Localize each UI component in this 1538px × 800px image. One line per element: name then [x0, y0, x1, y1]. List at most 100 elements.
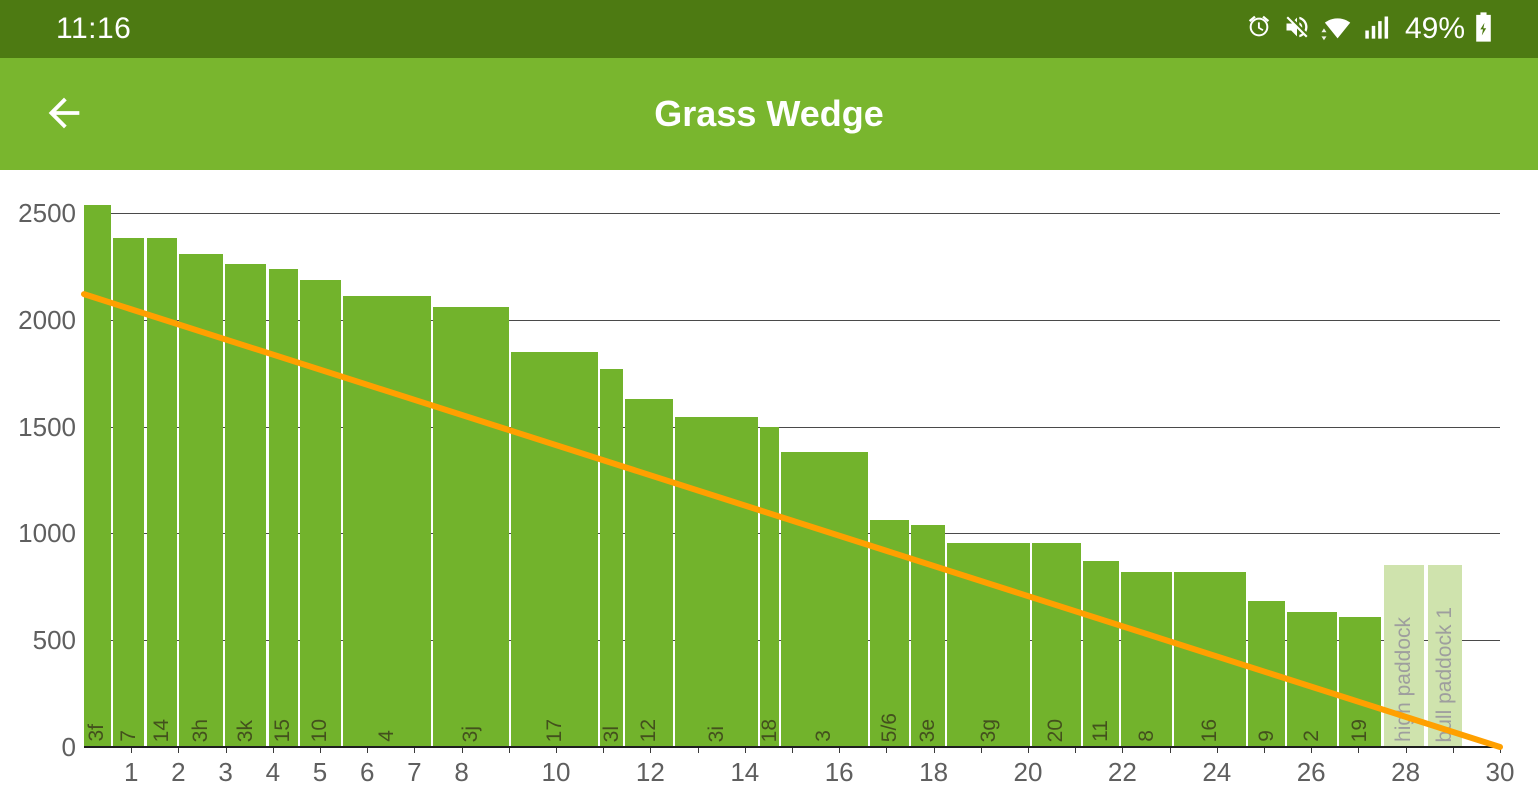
x-axis-label: 4	[265, 757, 281, 787]
bar-3f[interactable]: 3f	[84, 204, 111, 747]
bar-label: 3g	[976, 718, 1000, 742]
bar-label: high paddock	[1392, 617, 1416, 742]
x-axis-tick	[603, 748, 605, 753]
x-axis-label: 20	[1013, 757, 1043, 787]
x-axis-tick	[1311, 748, 1313, 753]
bar-3j[interactable]: 3j	[433, 307, 509, 747]
x-axis-label: 26	[1296, 757, 1326, 787]
gridline	[84, 213, 1500, 214]
bar-label: 19	[1347, 718, 1371, 742]
x-axis-tick	[320, 748, 321, 753]
alarm-icon	[1245, 13, 1273, 46]
x-axis-tick	[1028, 748, 1029, 753]
bar-20[interactable]: 20	[1032, 543, 1081, 747]
bar-19[interactable]: 19	[1339, 616, 1381, 747]
bar-11[interactable]: 11	[1083, 561, 1119, 747]
bar-12[interactable]: 12	[625, 398, 674, 747]
x-axis-tick	[980, 748, 982, 753]
x-axis-tick	[131, 748, 133, 753]
y-axis-label: 0	[61, 732, 76, 762]
bar-16[interactable]: 16	[1174, 571, 1246, 747]
x-axis-label: 6	[359, 757, 375, 787]
bar-label: bull paddock 1	[1433, 606, 1457, 742]
x-axis-tick	[1405, 748, 1407, 753]
bar-3e[interactable]: 3e	[911, 524, 945, 747]
x-axis-tick	[461, 748, 463, 753]
x-axis-label: 18	[919, 757, 949, 787]
bar-9[interactable]: 9	[1248, 600, 1285, 747]
x-axis-label: 8	[454, 757, 469, 787]
x-axis-tick	[792, 748, 793, 753]
bar-5/6[interactable]: 5/6	[870, 519, 910, 747]
x-axis-tick	[178, 748, 180, 753]
y-axis-label: 1500	[18, 411, 76, 442]
x-axis-tick	[839, 748, 841, 753]
bar-label: 3h	[188, 718, 212, 742]
x-axis-label: 16	[824, 757, 854, 787]
x-axis-label: 3	[218, 757, 233, 787]
bar-3l[interactable]: 3l	[600, 368, 624, 747]
x-axis-tick	[1358, 748, 1360, 753]
bar-10[interactable]: 10	[300, 280, 341, 747]
x-axis-tick	[556, 748, 557, 753]
x-axis-tick	[650, 748, 652, 753]
app-bar: Grass Wedge	[0, 58, 1538, 170]
y-axis-label: 2000	[18, 304, 76, 335]
bar-14[interactable]: 14	[146, 237, 177, 747]
grass-wedge-chart: 0 500 1000 1500 2000 2500 3f 7 14 3h 3k 15 10 4 3j 17 3l…	[0, 170, 1538, 800]
bar-3[interactable]: 3	[781, 452, 868, 747]
x-axis-tick	[933, 748, 935, 753]
bar-label: 3k	[233, 719, 257, 742]
bar-3h[interactable]: 3h	[179, 253, 223, 747]
bar-label: 10	[308, 718, 332, 742]
bar-label: 3f	[85, 724, 109, 742]
bar-label: 17	[542, 718, 566, 742]
bar-label: 5/6	[877, 712, 901, 742]
bar-label: 11	[1088, 720, 1112, 742]
bar-17[interactable]: 17	[511, 351, 598, 747]
x-axis-tick	[367, 748, 369, 753]
volume-off-icon	[1283, 13, 1311, 46]
x-axis-label: 1	[123, 757, 139, 787]
bar-label: 16	[1198, 718, 1222, 742]
bar-3i[interactable]: 3i	[675, 417, 758, 747]
y-axis-label: 1000	[18, 518, 76, 549]
x-axis-label: 14	[730, 757, 760, 787]
x-axis-label: 28	[1391, 757, 1421, 787]
bar-label: 2	[1299, 730, 1323, 742]
battery-charging-icon	[1475, 11, 1492, 47]
bar-18[interactable]: 18	[760, 426, 779, 747]
bar-high-paddock[interactable]: high paddock	[1384, 565, 1425, 747]
page-title: Grass Wedge	[654, 93, 884, 134]
status-bar: 11:16	[0, 0, 1538, 58]
back-button[interactable]	[40, 90, 88, 138]
y-axis-label: 2500	[18, 198, 76, 228]
bar-3k[interactable]: 3k	[225, 264, 267, 747]
bar-7[interactable]: 7	[113, 237, 145, 747]
bar-bull-paddock-1[interactable]: bull paddock 1	[1427, 565, 1463, 747]
bar-label: 20	[1044, 718, 1068, 742]
x-axis-label: 24	[1202, 757, 1232, 787]
x-axis-tick	[1169, 748, 1171, 753]
x-axis-tick	[1075, 748, 1077, 753]
back-arrow-icon	[41, 97, 87, 139]
y-axis-label: 500	[32, 625, 76, 656]
bar-label: 9	[1254, 730, 1278, 742]
bar-label: 3j	[459, 725, 483, 742]
x-axis-tick	[1500, 748, 1501, 753]
bar-label: 12	[637, 718, 661, 742]
x-axis-label: 22	[1107, 757, 1137, 787]
bar-label: 3i	[704, 725, 728, 742]
bar-2[interactable]: 2	[1287, 612, 1337, 747]
bar-label: 18	[760, 718, 779, 742]
bar-8[interactable]: 8	[1121, 571, 1172, 747]
x-axis-tick	[697, 748, 699, 753]
bar-label: 3e	[916, 718, 940, 742]
bar-3g[interactable]: 3g	[947, 543, 1030, 747]
x-axis-tick	[1264, 748, 1265, 753]
bar-label: 4	[374, 730, 398, 742]
x-axis-label: 12	[635, 757, 665, 787]
bar-4[interactable]: 4	[343, 296, 431, 747]
bar-15[interactable]: 15	[268, 268, 298, 747]
